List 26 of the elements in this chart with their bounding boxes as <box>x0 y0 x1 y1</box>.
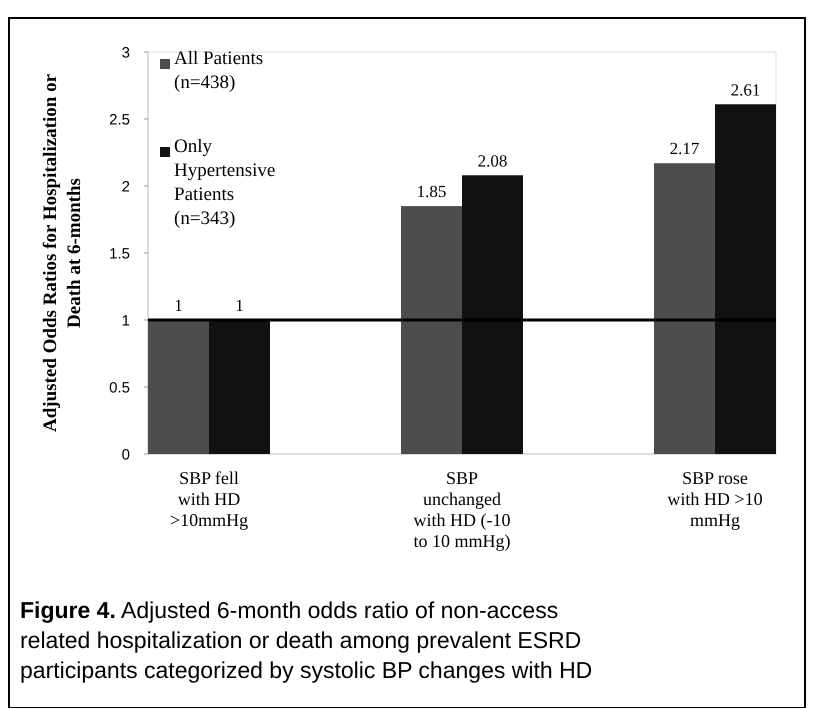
y-tick-label: 0 <box>122 446 130 464</box>
data-label: 1.85 <box>416 182 446 202</box>
bar <box>209 320 270 454</box>
legend-label: Only Hypertensive Patients (n=343) <box>174 136 276 229</box>
y-tick-label: 1 <box>122 312 130 330</box>
bar <box>462 175 523 454</box>
x-tick-label: SBP unchanged with HD (-10 to 10 mmHg) <box>414 468 510 551</box>
bar <box>715 104 776 454</box>
legend-label: All Patients (n=438) <box>174 48 264 93</box>
data-label: 1 <box>235 296 244 315</box>
y-tick-label: 2 <box>122 178 130 196</box>
caption: Figure 4. Adjusted 6-month odds ratio of non-access related hospitalization or death among prevalent ESRD participants categorized by systolic BP changes with HD <box>20 597 592 683</box>
data-label: 1 <box>174 296 183 315</box>
bar <box>148 320 209 454</box>
x-tick-label: SBP rose with HD >10 mmHg <box>667 468 763 530</box>
y-tick-label: 0.5 <box>109 379 130 396</box>
bar <box>401 206 462 454</box>
data-label: 2.61 <box>730 80 760 100</box>
y-tick-label: 2.5 <box>109 111 130 128</box>
bar <box>654 163 715 454</box>
y-tick-label: 1.5 <box>109 245 130 262</box>
data-label: 2.08 <box>478 151 508 170</box>
y-tick-label: 3 <box>122 44 130 62</box>
y-axis-title: Adjusted Odds Ratios for Hospitalization or Death at 6-months <box>40 73 85 432</box>
data-label: 2.17 <box>670 139 700 158</box>
x-tick-label: SBP fell with HD >10mmHg <box>170 468 248 530</box>
